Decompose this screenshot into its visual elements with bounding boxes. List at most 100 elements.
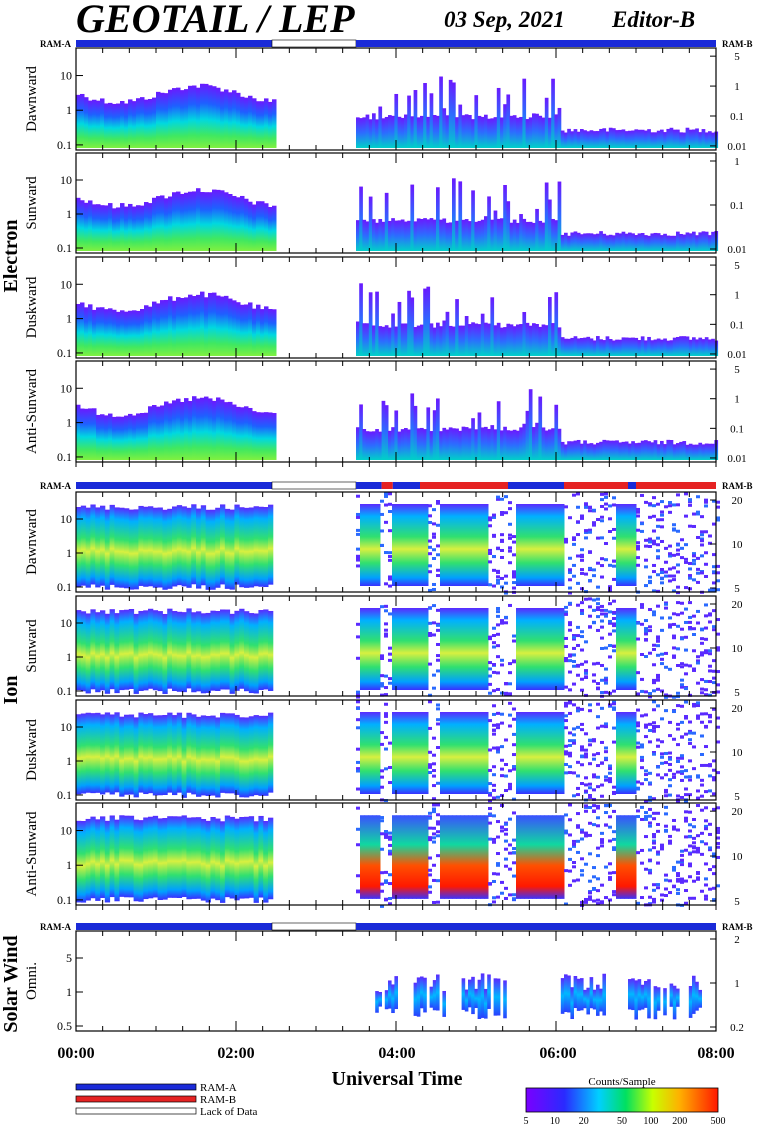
spectrogram-cell: [688, 985, 693, 1018]
spectrogram-cell: [391, 218, 395, 251]
spectrogram-cell: [248, 407, 253, 460]
spectrogram-cell: [688, 587, 692, 591]
spectrogram-cell: [541, 324, 546, 356]
spectrogram-cell: [692, 558, 696, 562]
spectrogram-cell: [512, 874, 516, 878]
colorbar-tick-label: 5: [524, 1116, 529, 1127]
spectrogram-cell: [644, 632, 648, 636]
spectrogram-cell: [604, 690, 608, 694]
spectrogram-cell: [356, 690, 360, 694]
spectrogram-cell: [504, 682, 508, 686]
right-tick-label: 1: [734, 978, 740, 990]
spectrogram-cell: [492, 704, 496, 708]
spectrogram-cell: [436, 398, 440, 460]
spectrogram-cell: [416, 977, 421, 1017]
spectrogram-cell: [508, 692, 512, 696]
spectrogram-cell: [620, 712, 625, 794]
spectrogram-cell: [364, 815, 369, 899]
spectrogram-cell: [684, 663, 688, 667]
spectrogram-cell: [220, 609, 226, 690]
spectrogram-cell: [700, 515, 704, 519]
spectrogram-cell: [708, 131, 712, 148]
spectrogram-cell: [576, 131, 581, 148]
spectrogram-cell: [384, 714, 388, 718]
spectrogram-cell: [692, 896, 696, 900]
spectrogram-cell: [144, 412, 149, 460]
spectrogram-cell: [384, 405, 389, 460]
spectrogram-cell: [268, 610, 274, 691]
spectrogram-cell: [698, 337, 703, 356]
spectrogram-cell: [188, 191, 193, 251]
spectrogram-cell: [608, 876, 612, 880]
spectrogram-cell: [138, 610, 144, 691]
spectrogram-cell: [672, 636, 676, 640]
spectrogram-cell: [580, 635, 584, 639]
spectrogram-cell: [608, 339, 613, 356]
spectrogram-cell: [596, 606, 600, 610]
spectrogram-cell: [484, 608, 489, 690]
spectrogram-cell: [672, 775, 676, 779]
spectrogram-cell: [428, 885, 432, 889]
spectrogram-cell: [584, 862, 588, 866]
spectrogram-cell: [492, 554, 496, 558]
spectrogram-cell: [704, 562, 708, 566]
spectrogram-cell: [688, 862, 692, 866]
spectrogram-cell: [716, 716, 720, 720]
spectrogram-cell: [384, 870, 388, 874]
spectrogram-cell: [589, 130, 594, 148]
spectrogram-cell: [568, 578, 572, 582]
spectrogram-cell: [109, 714, 115, 795]
spectrogram-cell: [461, 978, 466, 1010]
spectrogram-cell: [484, 114, 488, 148]
spectrogram-cell: [356, 622, 360, 626]
ram-bar-segment: [420, 482, 508, 489]
spectrogram-cell: [652, 563, 656, 567]
spectrogram-cell: [711, 443, 715, 460]
spectrogram-cell: [700, 734, 704, 738]
spectrogram-cell: [520, 504, 525, 586]
spectrogram-cell: [268, 412, 273, 460]
spectrogram-cell: [432, 836, 436, 840]
spectrogram-cell: [541, 222, 546, 251]
spectrogram-cell: [652, 721, 656, 725]
spectrogram-cell: [600, 663, 604, 667]
spectrogram-cell: [391, 313, 395, 356]
spectrogram-cell: [460, 504, 465, 586]
spectrogram-cell: [488, 548, 492, 552]
spectrogram-cell: [442, 218, 447, 251]
spectrogram-cell: [685, 444, 690, 460]
spectrogram-cell: [85, 613, 91, 694]
spectrogram-cell: [428, 693, 432, 697]
spectrogram-cell: [496, 726, 500, 730]
spectrogram-cell: [528, 504, 533, 586]
spectrogram-cell: [564, 750, 568, 754]
spectrogram-cell: [560, 337, 565, 356]
spectrogram-cell: [140, 97, 145, 148]
spectrogram-cell: [496, 570, 500, 574]
spectrogram-cell: [712, 776, 716, 780]
spectrogram-cell: [186, 817, 192, 900]
spectrogram-cell: [368, 712, 373, 794]
left-tick-label: 10: [60, 720, 72, 734]
spectrogram-cell: [400, 323, 405, 356]
spectrogram-cell: [682, 132, 687, 148]
spectrogram-cell: [432, 115, 437, 148]
spectrogram-cell: [490, 219, 495, 251]
spectrogram-cell: [676, 891, 680, 895]
spectrogram-cell: [200, 83, 205, 148]
spectrogram-cell: [604, 750, 608, 754]
spectrogram-cell: [200, 505, 207, 586]
spectrogram-cell: [692, 731, 696, 735]
spectrogram-cell: [596, 585, 600, 589]
spectrogram-cell: [508, 713, 512, 717]
spectrogram-cell: [512, 811, 516, 815]
spectrogram-cell: [620, 815, 625, 899]
spectrogram-cell: [503, 980, 507, 1019]
spectrogram-cell: [416, 117, 421, 148]
spectrogram-cell: [492, 814, 496, 818]
spectrogram-cell: [136, 310, 141, 356]
spectrogram-cell: [615, 130, 619, 148]
spectrogram-cell: [196, 716, 202, 797]
spectrogram-cell: [407, 220, 411, 251]
